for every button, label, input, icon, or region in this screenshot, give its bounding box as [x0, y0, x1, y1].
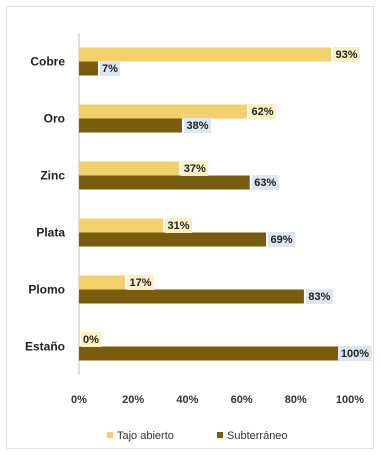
bar-tajo-abierto: [79, 104, 248, 119]
data-label: 62%: [252, 106, 274, 118]
data-label: 37%: [184, 163, 206, 175]
legend-label: Subterráneo: [227, 430, 288, 442]
x-tick-label: 60%: [231, 394, 253, 406]
x-tick-label: 20%: [122, 394, 144, 406]
data-label: 63%: [254, 177, 276, 189]
bar-subterraneo: [79, 61, 98, 76]
data-label-background: [249, 104, 277, 119]
category-label: Oro: [44, 112, 65, 126]
data-label: 17%: [130, 277, 152, 289]
data-label: 38%: [186, 120, 208, 132]
bar-subterraneo: [79, 118, 182, 133]
data-label: 69%: [270, 234, 292, 246]
category-label: Estaño: [25, 340, 65, 354]
data-label-background: [251, 175, 279, 190]
category-label: Cobre: [30, 55, 65, 69]
bar-tajo-abierto: [79, 161, 180, 176]
x-tick-label: 80%: [285, 394, 307, 406]
legend-swatch: [107, 432, 113, 438]
data-label-background: [305, 289, 333, 304]
data-label: 31%: [167, 220, 189, 232]
category-label: Plomo: [28, 283, 65, 297]
bar-tajo-abierto: [79, 47, 332, 62]
data-label: 100%: [341, 348, 369, 360]
data-label: 0%: [83, 334, 99, 346]
data-label: 93%: [336, 49, 358, 61]
data-label-background: [338, 346, 372, 361]
bar-subterraneo: [79, 289, 304, 304]
bar-subterraneo: [79, 175, 250, 190]
category-label: Plata: [36, 226, 65, 240]
data-label-background: [165, 218, 193, 233]
legend-label: Tajo abierto: [117, 430, 174, 442]
bar-tajo-abierto: [79, 275, 126, 290]
data-label-background: [183, 118, 211, 133]
data-label-background: [181, 161, 209, 176]
x-tick-label: 40%: [176, 394, 198, 406]
bar-subterraneo: [79, 232, 266, 247]
x-tick-label: 100%: [336, 394, 364, 406]
data-label: 7%: [102, 63, 118, 75]
category-label: Zinc: [40, 169, 65, 183]
data-label-background: [99, 61, 120, 76]
data-label: 83%: [308, 291, 330, 303]
legend-swatch: [217, 432, 223, 438]
data-label-background: [267, 232, 295, 247]
x-tick-label: 0%: [71, 394, 87, 406]
data-label-background: [333, 47, 361, 62]
bar-subterraneo: [79, 346, 350, 361]
data-label-background: [81, 332, 101, 347]
data-label-background: [127, 275, 155, 290]
chart-bars: [79, 47, 350, 361]
bar-tajo-abierto: [79, 218, 164, 233]
chart-data-labels: 93% 7% 62% 38% 37% 63% 31% 69% 17% 83% 0% 100%: [81, 47, 372, 361]
chart-axes: Cobre Oro Zinc Plata Plomo Estaño 0% 20% 40% 60% 8…: [25, 33, 364, 406]
chart-legend: Tajo abierto Subterráneo: [107, 430, 288, 442]
